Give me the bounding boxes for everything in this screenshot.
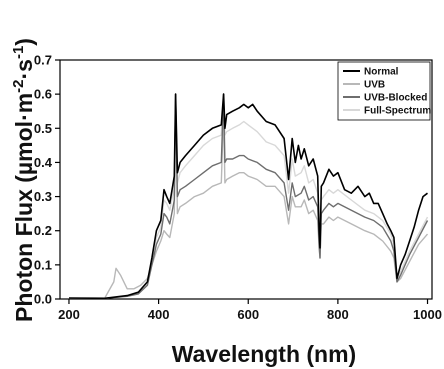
y-axis-ticks: 0.0 0.1 0.2 0.3 0.4 0.5 0.6 0.7 [34,53,60,307]
y-axis-title-exponent-2: -1 [10,46,27,59]
x-axis-ticks: 200 400 600 800 1000 [58,299,442,322]
x-tick-label: 600 [237,307,259,322]
x-tick-label: 800 [327,307,349,322]
legend-label: UVB [364,80,385,91]
y-axis-title: Photon Flux (µmol·m-2·s-1) [10,38,37,322]
series-line-normal [68,93,428,300]
plot-area-border [59,59,433,300]
y-tick-label: 0.1 [34,257,52,272]
plot-frame [59,59,433,300]
series-lines [68,93,429,300]
legend-label: UVB-Blocked [364,93,427,104]
y-tick-label: 0.6 [34,87,52,102]
y-tick-label: 0.5 [34,121,52,136]
y-tick-label: 0.0 [34,292,52,307]
y-axis-title-mid: ·s [11,59,37,79]
x-axis-title: Wavelength (nm) [172,341,356,367]
series-line-uvb-blocked [69,93,429,299]
series-line-full-spectrum [69,93,429,299]
y-axis-title-end: ) [11,38,37,46]
series-line-uvb [68,93,429,299]
legend-label: Full-Spectrum [364,106,431,117]
legend: Normal UVB UVB-Blocked Full-Spectrum [337,61,431,121]
y-tick-label: 0.7 [34,53,52,68]
y-tick-label: 0.3 [34,189,52,204]
y-tick-label: 0.4 [34,155,53,170]
legend-label: Normal [364,67,399,78]
x-tick-label: 400 [148,307,170,322]
y-axis-title-main: Photon Flux (µmol·m [11,93,37,322]
y-axis-title-exponent-1: -2 [10,79,27,92]
x-tick-label: 200 [58,307,80,322]
x-tick-label: 1000 [413,307,442,322]
y-tick-label: 0.2 [34,223,52,238]
